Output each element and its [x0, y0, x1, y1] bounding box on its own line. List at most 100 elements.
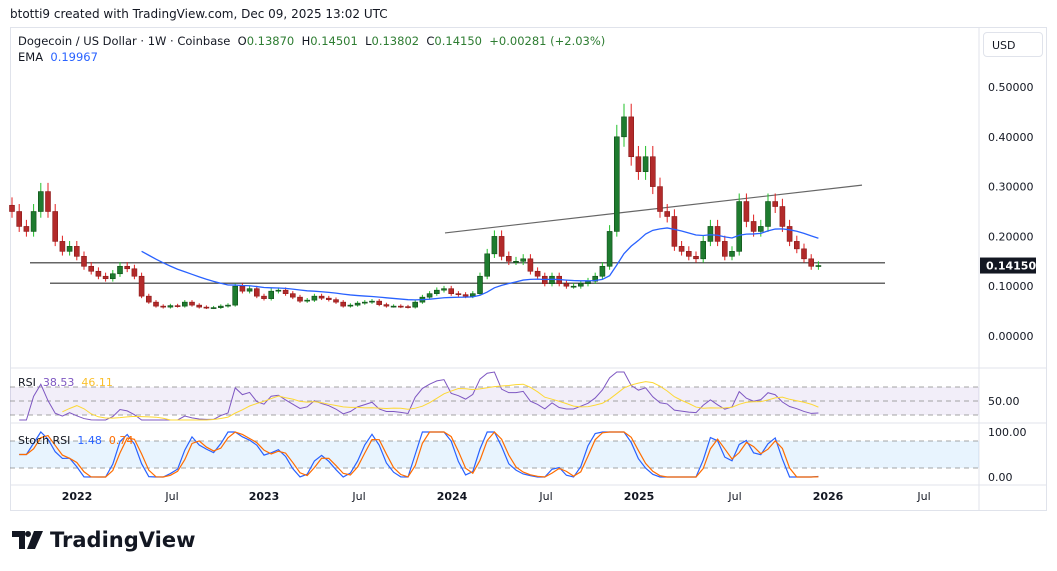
candle: [743, 201, 750, 222]
candle: [95, 270, 102, 277]
logo-text: TradingView: [50, 528, 196, 552]
candle: [664, 211, 671, 217]
candle: [484, 253, 491, 277]
tradingview-logo[interactable]: TradingView: [12, 528, 195, 552]
time-tick-label: Jul: [351, 490, 365, 503]
rsi-label: RSI: [18, 376, 36, 389]
candle: [721, 241, 728, 257]
candle: [66, 246, 73, 252]
time-tick-label: 2026: [813, 490, 844, 503]
candle: [383, 304, 390, 307]
ema-value: 0.19967: [50, 50, 98, 64]
currency-button[interactable]: USD: [983, 32, 1043, 57]
candle: [282, 289, 289, 294]
candle: [635, 156, 642, 172]
candle: [469, 293, 476, 297]
stoch-d-line: [19, 431, 819, 478]
candle: [462, 294, 469, 297]
candle: [102, 275, 109, 280]
time-tick-label: Jul: [538, 490, 552, 503]
ema-legend[interactable]: EMA 0.19967: [18, 50, 98, 64]
candle: [23, 226, 30, 232]
last-price-label: 0.14150: [986, 260, 1036, 273]
candle: [340, 301, 347, 307]
candle: [772, 201, 779, 207]
candle: [153, 301, 159, 307]
open-label: O: [237, 34, 247, 48]
candle: [325, 297, 332, 300]
candle: [678, 246, 685, 252]
candle: [182, 301, 188, 307]
candle: [563, 283, 570, 287]
candle: [412, 301, 419, 308]
rsi-ma-line: [62, 381, 819, 421]
ema-line: [141, 227, 819, 301]
candle: [577, 283, 584, 287]
candle: [189, 301, 195, 306]
candle: [88, 265, 94, 272]
candle: [613, 136, 620, 232]
candle: [138, 275, 145, 297]
candle: [239, 285, 246, 292]
price-tick-label: 0.30000: [988, 181, 1034, 194]
candle: [218, 305, 224, 308]
candle: [815, 265, 822, 267]
symbol-legend: Dogecoin / US Dollar · 1W · Coinbase O 0.…: [18, 34, 605, 48]
candle: [390, 305, 397, 308]
candle: [714, 226, 721, 242]
candle: [793, 241, 800, 250]
stoch-k-value: 1.48: [77, 434, 102, 447]
time-tick-label: 2024: [437, 490, 468, 503]
candle: [232, 285, 238, 306]
symbol-name: Dogecoin / US Dollar · 1W · Coinbase: [18, 34, 231, 48]
stoch-legend[interactable]: Stoch RSI 1.48 0.74: [18, 434, 133, 447]
credit-text: btotti9 created with TradingView.com, De…: [10, 7, 388, 21]
candle: [628, 116, 635, 158]
candle: [477, 275, 483, 294]
candle: [700, 241, 707, 260]
high-value: 0.14501: [310, 34, 358, 48]
price-tick-label: 0.00000: [988, 330, 1034, 343]
price-tick-label: 0.40000: [988, 131, 1034, 144]
close-label: C: [426, 34, 435, 48]
candle: [426, 293, 433, 298]
candle: [801, 248, 807, 260]
candle: [275, 289, 282, 292]
chart-frame: [10, 27, 1047, 511]
candle: [110, 273, 116, 280]
candle: [779, 206, 786, 227]
candle: [513, 260, 519, 263]
candle: [160, 305, 166, 308]
candle: [808, 258, 815, 267]
candle: [405, 306, 411, 308]
low-label: L: [365, 34, 372, 48]
stoch-axis-bottom: 0.00: [988, 471, 1013, 484]
candle: [707, 226, 714, 242]
candle: [376, 300, 383, 305]
candle: [124, 265, 130, 270]
stoch-band: [10, 441, 979, 468]
candle: [304, 299, 311, 302]
candle: [167, 305, 174, 308]
candle: [433, 289, 440, 294]
candle: [333, 299, 339, 303]
time-tick-label: Jul: [727, 490, 741, 503]
candle: [246, 288, 253, 292]
stoch-label: Stoch RSI: [18, 434, 71, 447]
candle: [369, 300, 375, 303]
time-tick-label: 2025: [624, 490, 655, 503]
candle: [455, 293, 462, 295]
candle: [117, 265, 123, 275]
candle: [196, 304, 202, 308]
tradingview-logo-icon: [12, 531, 43, 549]
candle: [354, 302, 361, 306]
candle: [621, 116, 627, 138]
high-label: H: [301, 34, 311, 48]
rsi-legend[interactable]: RSI 38.53 46.11: [18, 376, 113, 389]
price-tick-label: 0.50000: [988, 81, 1034, 94]
candle: [649, 156, 656, 187]
candle: [203, 306, 210, 309]
price-tick-label: 0.20000: [988, 230, 1034, 243]
